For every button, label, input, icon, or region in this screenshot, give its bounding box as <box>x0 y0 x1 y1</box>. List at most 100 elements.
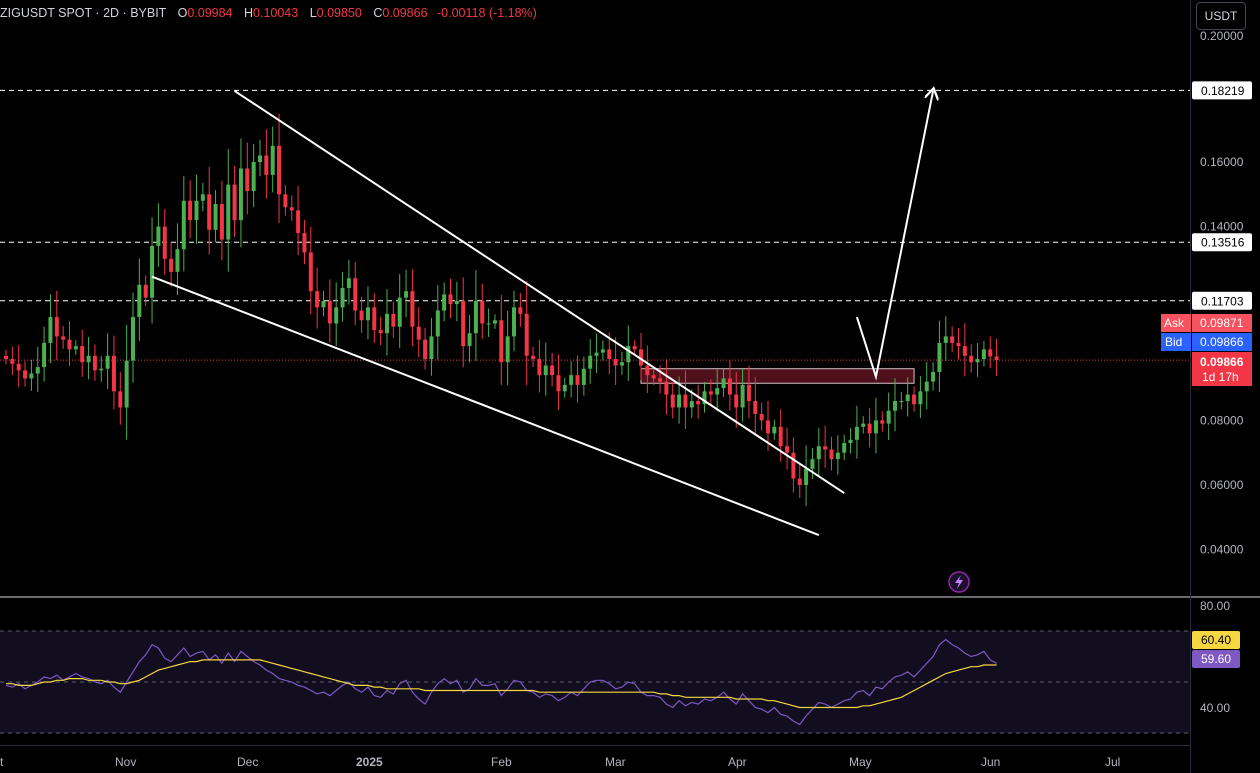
high-value: 0.10043 <box>253 6 299 20</box>
candle-up <box>213 203 218 230</box>
price-tick-label: 0.20000 <box>1200 29 1244 43</box>
trendline[interactable] <box>151 275 820 536</box>
time-axis-label: 2025 <box>356 755 383 769</box>
candle-down <box>791 452 796 479</box>
candle-up <box>251 162 256 192</box>
candle-down <box>423 339 428 360</box>
candle-up <box>893 401 897 411</box>
candle-down <box>23 370 28 379</box>
candle-down <box>880 420 885 424</box>
candle-down <box>797 478 802 485</box>
candle-up <box>924 381 929 392</box>
candle-up <box>99 368 104 371</box>
time-axis-label: Dec <box>237 755 258 769</box>
candle-up <box>486 323 491 325</box>
candle-down <box>531 355 536 360</box>
candle-up <box>340 287 345 308</box>
bar-countdown: 1d 17h <box>1202 370 1239 384</box>
candle-up <box>194 200 199 221</box>
candle-up <box>905 394 910 402</box>
candle-up <box>981 349 986 360</box>
candle-up <box>594 352 599 356</box>
candle-down <box>664 381 669 395</box>
high-label: H <box>243 6 254 20</box>
candle-up <box>581 368 586 385</box>
lightning-icon[interactable] <box>948 571 970 593</box>
rsi-tags: 60.40 59.60 <box>1192 631 1240 668</box>
interval[interactable]: 2D <box>103 6 120 20</box>
rsi-axis[interactable]: 80.00 40.00 <box>1200 599 1230 715</box>
candle-down <box>219 203 224 240</box>
candle-down <box>410 291 415 327</box>
candle-down <box>289 207 294 211</box>
candle-up <box>715 388 720 395</box>
candle-up <box>454 300 459 305</box>
time-axis[interactable]: t Nov Dec 2025 Feb Mar Apr May Jun Jul <box>0 755 1120 769</box>
candle-down <box>296 210 301 234</box>
projection-arrow[interactable] <box>855 91 933 381</box>
price-axis[interactable]: 0.20000 0.16000 0.14000 0.08000 0.06000 0.040… <box>1200 29 1244 557</box>
candle-up <box>918 391 923 405</box>
candle-down <box>315 291 320 308</box>
symbol-name[interactable]: ZIGUSDT SPOT <box>0 6 92 20</box>
low-label: L <box>309 6 317 20</box>
candle-up <box>804 468 809 485</box>
candle-down <box>766 420 770 434</box>
header-separator: · <box>122 6 127 20</box>
candle-down <box>645 365 650 376</box>
rsi-tick-label: 40.00 <box>1200 701 1230 715</box>
candle-up <box>35 367 40 374</box>
candle-up <box>124 360 129 408</box>
candle-down <box>16 363 21 371</box>
candle-down <box>746 384 751 402</box>
candle-up <box>810 459 815 469</box>
time-axis-label: Mar <box>605 755 626 769</box>
trendline[interactable] <box>234 90 845 494</box>
candle-down <box>416 326 421 340</box>
candle-down <box>708 391 713 395</box>
candle-up <box>848 439 853 444</box>
bid-tag <box>1161 333 1191 351</box>
candle-down <box>67 339 72 350</box>
candle-down <box>994 356 999 360</box>
rsi-tag <box>1192 650 1240 668</box>
level-tag-label: 0.13516 <box>1201 236 1245 250</box>
rsi-ma-value: 59.60 <box>1201 652 1231 666</box>
price-tick-label: 0.06000 <box>1200 478 1244 492</box>
candle-down <box>988 349 993 357</box>
candle-down <box>639 349 643 366</box>
level-tag <box>1192 291 1252 310</box>
candle-down <box>734 394 739 408</box>
currency-button[interactable]: USDT <box>1196 2 1246 30</box>
candle-down <box>480 300 485 324</box>
candle-up <box>258 155 262 162</box>
candle-up <box>131 317 135 361</box>
open-label: O <box>177 6 188 20</box>
candle-up <box>270 145 275 175</box>
candle-up <box>137 284 142 318</box>
open-value: 0.09984 <box>187 6 233 20</box>
horizontal-levels[interactable] <box>0 89 1190 302</box>
candle-down <box>867 423 872 434</box>
candle-up <box>505 336 510 363</box>
candle-up <box>226 184 231 240</box>
bid-price-tag <box>1192 333 1252 351</box>
candle-down <box>632 346 637 350</box>
candle-down <box>327 300 332 324</box>
candle-down <box>111 355 116 392</box>
candle-down <box>829 449 834 460</box>
candle-down <box>912 394 917 405</box>
candle-down <box>162 226 167 259</box>
candle-up <box>772 426 777 434</box>
candle-down <box>969 355 974 363</box>
candle-down <box>359 310 364 321</box>
candle-down <box>696 401 701 405</box>
drawings[interactable] <box>151 90 933 536</box>
candle-up <box>600 349 605 353</box>
candle-down <box>4 355 8 360</box>
candle-up <box>873 420 878 434</box>
candle-up <box>105 355 110 369</box>
candle-down <box>169 258 174 272</box>
candle-up <box>321 300 326 308</box>
